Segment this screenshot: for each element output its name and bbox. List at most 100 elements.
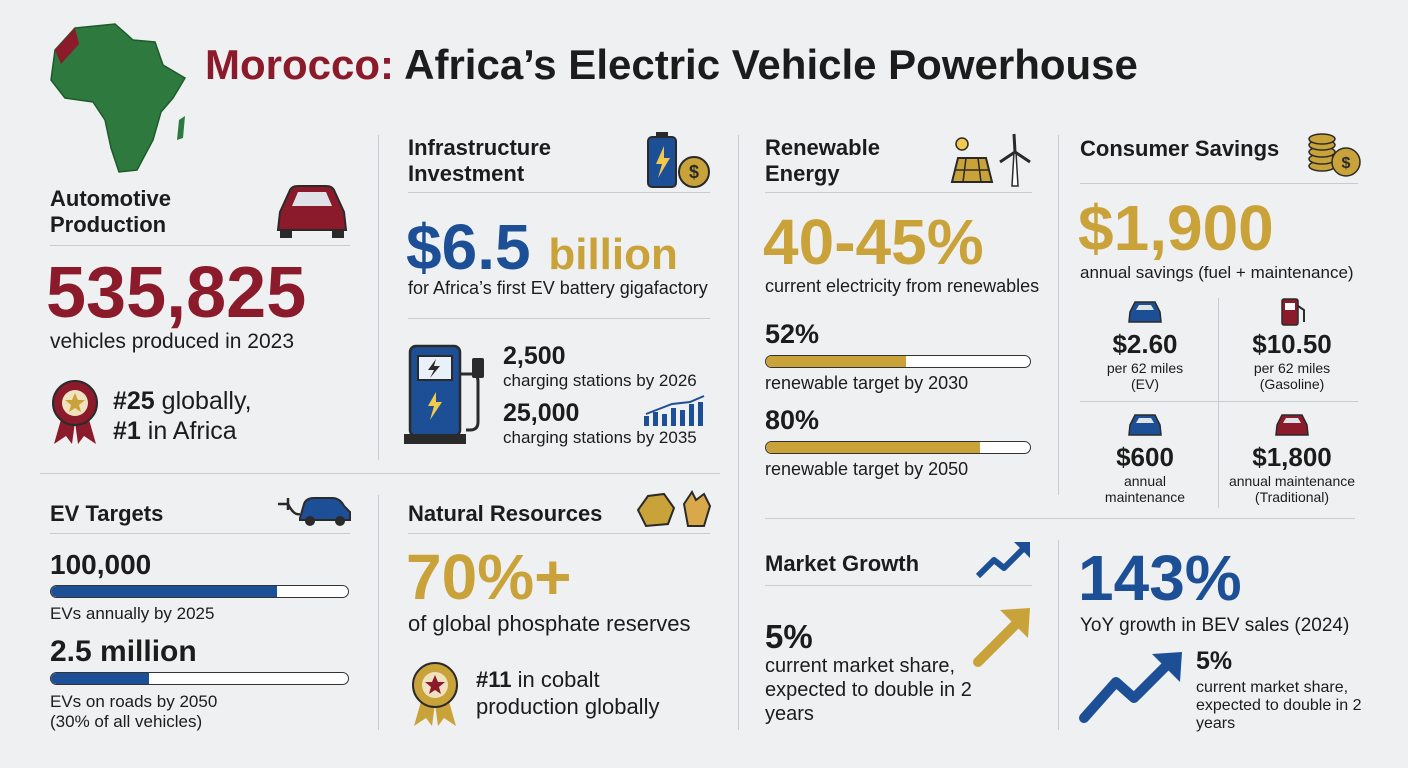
cost-figure: $10.50 <box>1252 329 1332 359</box>
headline-figure: $1,900 <box>1078 192 1274 264</box>
section-heading: EV Targets <box>50 501 164 526</box>
cost-figure: $2.60 <box>1112 329 1178 359</box>
ev-icon <box>278 497 351 526</box>
target-figure: 100,000 <box>50 549 152 580</box>
divider <box>1218 298 1219 508</box>
headline-figure: 535,825 <box>46 253 307 333</box>
section-heading: Renewable Energy <box>765 135 880 186</box>
divider <box>765 518 1355 519</box>
rule <box>50 533 350 534</box>
cost-detail: per 62 miles <box>1253 360 1331 376</box>
divider <box>1058 540 1059 730</box>
badge-icon <box>412 662 458 726</box>
amount: $6.5 <box>406 211 531 283</box>
renewable-icon <box>950 133 1031 187</box>
caption-line: EVs on roads by 2050 <box>50 692 218 711</box>
caption-note: (30% of all vehicles) <box>50 712 203 732</box>
station-figure: 2,500 <box>503 342 566 370</box>
progress-bar <box>765 441 1031 454</box>
rule <box>765 585 1032 586</box>
coins-icon: $ <box>1308 133 1361 177</box>
ranking: #25 globally, #1 in Africa <box>113 386 252 446</box>
title-main: Africa’s Electric Vehicle Powerhouse <box>404 41 1138 88</box>
cost-detail: per 62 miles <box>1106 360 1184 376</box>
rule <box>765 192 1032 193</box>
progress-bar <box>50 672 349 685</box>
headline-figure: 143% <box>1078 542 1242 614</box>
battery-icon: $ <box>647 132 710 188</box>
target-figure: 52% <box>765 319 820 349</box>
rank-text: in Africa <box>147 417 237 445</box>
rule <box>50 245 350 246</box>
cost-figure: $1,800 <box>1252 442 1332 472</box>
section-heading: Natural Resources <box>408 501 603 526</box>
africa-map <box>50 23 187 173</box>
caption: vehicles produced in 2023 <box>50 330 295 353</box>
trend-icon <box>1079 652 1182 723</box>
caption: charging stations by 2035 <box>503 428 697 447</box>
caption: current market share, expected to double… <box>1196 679 1362 732</box>
rank: #1 <box>113 417 141 445</box>
headline-figure: 70%+ <box>406 541 572 613</box>
caption: current electricity from renewables <box>765 276 1040 296</box>
charger-icon <box>404 344 484 444</box>
cost-figure: $600 <box>1116 442 1174 472</box>
badge-icon <box>52 380 98 444</box>
title-accent: Morocco: <box>205 41 394 88</box>
car-icon <box>1128 414 1162 436</box>
caption: for Africa’s first EV battery gigafactor… <box>408 278 708 298</box>
progress-fill <box>766 356 906 367</box>
cost-detail: annual <box>1123 473 1167 489</box>
caption: EVs annually by 2025 <box>50 604 215 623</box>
progress-fill <box>51 673 149 684</box>
divider <box>1080 401 1358 402</box>
rule <box>1080 183 1358 184</box>
cost-detail: (Gasoline) <box>1259 376 1325 392</box>
rule <box>408 318 710 319</box>
svg-text:$: $ <box>1342 155 1351 172</box>
caption: renewable target by 2030 <box>765 373 969 393</box>
rank: #11 <box>476 667 512 692</box>
rule <box>408 192 710 193</box>
section-heading: Infrastructure Investment <box>408 135 552 186</box>
car-icon <box>1275 414 1309 436</box>
target-figure: 80% <box>765 405 820 435</box>
car-icon <box>276 185 348 238</box>
fuel-pump-icon <box>1281 298 1305 326</box>
cost-detail: (EV) <box>1131 376 1159 392</box>
car-icon <box>1127 298 1163 326</box>
progress-bar <box>50 585 349 598</box>
section-heading: Consumer Savings <box>1080 136 1280 161</box>
progress-fill <box>766 442 980 453</box>
fuel-pump-icon <box>1274 298 1310 326</box>
svg-text:$: $ <box>689 162 699 182</box>
caption: current market share, expected to double… <box>765 655 972 725</box>
caption: renewable target by 2050 <box>765 459 969 479</box>
share-figure: 5% <box>765 618 813 655</box>
headline-figure: $6.5 billion <box>406 215 678 279</box>
car-icon <box>1128 301 1162 323</box>
progress-fill <box>51 586 277 597</box>
cost-detail: (Traditional) <box>1254 489 1330 505</box>
caption: charging stations by 2026 <box>503 371 697 390</box>
rank-text: in cobalt production globally <box>476 667 660 719</box>
cost-detail: annual maintenance <box>1228 473 1356 489</box>
growth-bars-icon <box>644 395 705 426</box>
divider <box>40 473 720 474</box>
unit: billion <box>548 230 678 279</box>
rule <box>408 533 710 534</box>
caption: of global phosphate reserves <box>408 611 691 636</box>
divider <box>1058 135 1059 495</box>
rank: #25 <box>113 387 155 415</box>
headline-figure: 40-45% <box>763 206 984 278</box>
caption: EVs on roads by 2050 (30% of all vehicles… <box>50 692 217 733</box>
caption: YoY growth in BEV sales (2024) <box>1080 615 1350 636</box>
cost-detail: maintenance <box>1104 489 1186 505</box>
rank-text: globally, <box>161 387 252 415</box>
caption: annual savings (fuel + maintenance) <box>1080 263 1354 282</box>
trend-icon <box>975 542 1030 579</box>
progress-bar <box>765 355 1031 368</box>
arrow-icon <box>973 608 1030 667</box>
page-title: Morocco: Africa’s Electric Vehicle Power… <box>205 44 1138 86</box>
